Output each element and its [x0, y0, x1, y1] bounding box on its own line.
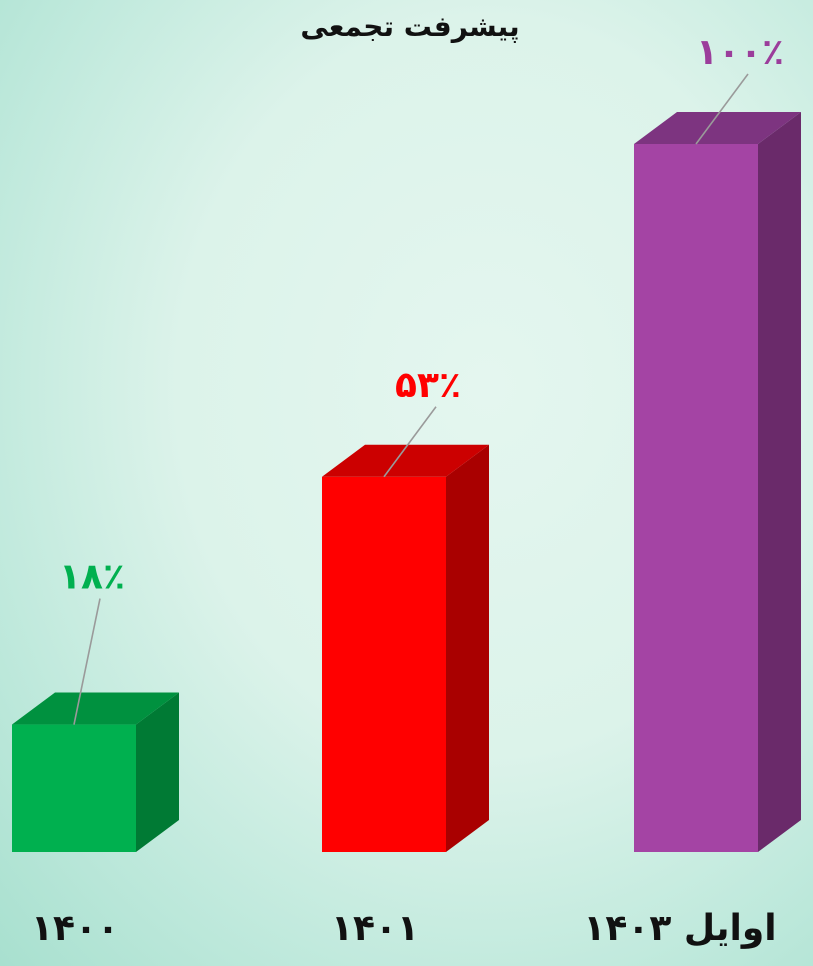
bar-top-1 [322, 444, 489, 477]
value-label-0: ۱۸٪ [59, 557, 125, 598]
bar-side-1 [446, 444, 489, 852]
value-label-2: ۱۰۰٪ [696, 32, 784, 73]
bar-front-0 [12, 724, 136, 852]
leader-line-1 [383, 406, 437, 478]
bar-side-2 [758, 112, 801, 852]
category-label-1403: اوایل ۱۴۰۳ [583, 908, 777, 949]
bar-front-1 [322, 476, 446, 852]
bar-front-2 [634, 144, 758, 852]
bar-side-0 [136, 692, 179, 852]
bar-1 [322, 444, 489, 852]
value-label-1: ۵۳٪ [395, 365, 461, 406]
leader-line-2 [695, 73, 749, 145]
bar-top-0 [12, 692, 179, 725]
category-label-1401: ۱۴۰۱ [331, 908, 419, 949]
category-label-1400: ۱۴۰۰ [31, 908, 119, 949]
chart-title: پیشرفت تجمعی [300, 10, 520, 43]
bar-2 [634, 112, 801, 852]
bar-top-2 [634, 112, 801, 144]
bar-0 [12, 692, 179, 852]
leader-line-0 [73, 598, 101, 725]
